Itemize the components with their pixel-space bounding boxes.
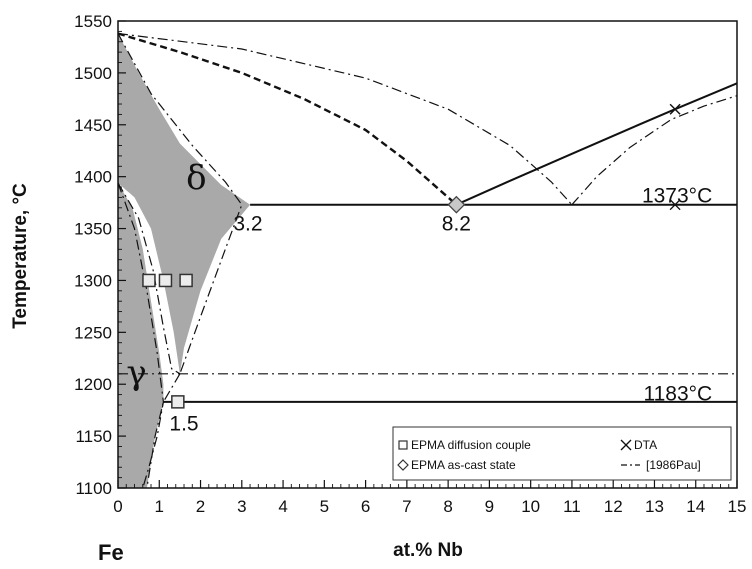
annotation-label: 1373°C xyxy=(642,184,712,207)
annotation-label: 3.2 xyxy=(233,212,262,235)
annotation-label: 8.2 xyxy=(442,212,471,235)
y-tick-label: 1300 xyxy=(74,271,112,290)
x-tick-label: 7 xyxy=(402,497,411,516)
x-tick-label: 4 xyxy=(278,497,287,516)
legend-square-symbol xyxy=(398,440,408,450)
phase-regions xyxy=(118,33,251,488)
x-tick-label: 8 xyxy=(443,497,452,516)
x-tick-label: 11 xyxy=(563,497,581,516)
y-tick-label: 1550 xyxy=(74,12,112,31)
x-tick-label: 12 xyxy=(604,497,623,516)
legend-label: EPMA as-cast state xyxy=(411,458,516,472)
legend-entry: DTA xyxy=(620,438,657,452)
gamma-phase-region xyxy=(118,182,164,488)
x-tick-label: 13 xyxy=(645,497,664,516)
phase-label: δ xyxy=(186,158,206,198)
y-tick-label: 1100 xyxy=(75,479,112,498)
x-tick-label: 6 xyxy=(361,497,370,516)
series-line-solid xyxy=(455,82,738,206)
y-tick-label: 1350 xyxy=(74,220,112,239)
x-axis-title: at.% Nb xyxy=(393,540,463,561)
data-markers xyxy=(142,103,681,409)
legend-entry: [1986Pau] xyxy=(621,458,701,472)
y-tick-label: 1500 xyxy=(74,64,112,83)
x-tick-label: 2 xyxy=(196,497,205,516)
legend-label: EPMA diffusion couple xyxy=(411,438,531,452)
x-tick-label: 3 xyxy=(237,497,246,516)
legend-box xyxy=(392,426,732,481)
annotation-label: 1.5 xyxy=(169,413,198,436)
x-marker xyxy=(669,199,681,211)
legend-entry: EPMA as-cast state xyxy=(397,458,516,472)
series-line-dashdot xyxy=(146,373,181,489)
legend-entry: EPMA diffusion couple xyxy=(398,438,531,452)
x-tick-label: 5 xyxy=(320,497,329,516)
y-tick-label: 1250 xyxy=(74,323,112,342)
x-tick-label: 0 xyxy=(113,497,122,516)
y-axis-title: Temperature, °C xyxy=(10,183,31,329)
series-line-dashdot xyxy=(117,182,164,489)
y-tick-label: 1200 xyxy=(74,375,112,394)
x-marker xyxy=(669,103,681,115)
x-tick-label: 10 xyxy=(521,497,540,516)
y-tick-label: 1450 xyxy=(74,116,112,135)
square-marker xyxy=(179,273,193,288)
legend-label: DTA xyxy=(634,438,657,452)
series-line-dashdot xyxy=(117,182,181,375)
legend: EPMA diffusion couple DTA EPMA as-cast sta… xyxy=(392,426,732,481)
series-lines xyxy=(117,32,738,489)
square-marker xyxy=(171,395,185,409)
legend-label: [1986Pau] xyxy=(646,458,701,472)
x-tick-label: 15 xyxy=(728,497,747,516)
text-labels: δ γ 3.2 8.2 1.5 1373°C 1183°C xyxy=(126,158,712,436)
x-tick-label: 1 xyxy=(155,497,164,516)
y-tick-label: 1400 xyxy=(74,168,112,187)
x-tick-label: 14 xyxy=(686,497,705,516)
x-tick-label: 9 xyxy=(485,497,494,516)
square-marker xyxy=(142,273,156,288)
series-line-dashdot xyxy=(117,32,573,206)
series-line-dashdot xyxy=(571,95,738,206)
annotation-label: 1183°C xyxy=(644,383,713,406)
phase-label: γ xyxy=(126,353,146,393)
diamond-marker xyxy=(447,195,466,214)
y-tick-label: 1150 xyxy=(75,427,112,446)
square-marker xyxy=(158,273,173,288)
axis-ticks: 0 1 2 3 4 5 6 7 8 9 10 11 12 13 14 15110011501200125013… xyxy=(74,12,746,516)
legend-diamond-symbol xyxy=(397,459,409,471)
element-label-fe: Fe xyxy=(98,540,124,565)
delta-phase-region xyxy=(118,33,251,374)
plot-frame xyxy=(117,20,738,489)
